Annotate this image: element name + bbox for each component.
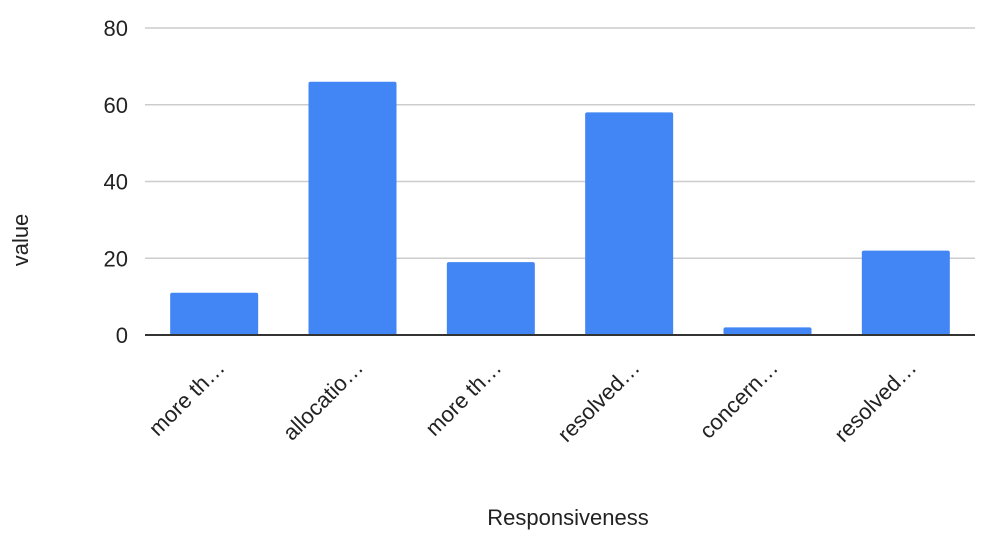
x-tick-label: concern…	[694, 355, 783, 444]
y-tick-label: 20	[104, 246, 128, 271]
y-tick-label: 60	[104, 93, 128, 118]
y-tick-label: 40	[104, 170, 128, 195]
x-axis-title: Responsiveness	[487, 505, 648, 530]
x-tick-label: resolved…	[553, 355, 645, 447]
bar[interactable]	[446, 262, 535, 335]
bar[interactable]	[723, 327, 812, 335]
gridlines	[145, 27, 975, 259]
y-axis-title: value	[8, 214, 33, 267]
bars	[170, 81, 950, 335]
bar[interactable]	[861, 250, 950, 335]
x-tick-label: resolved…	[829, 355, 921, 447]
x-axis-ticks: more th… allocatio… more th… resolved… conce…	[144, 355, 922, 447]
x-tick-label: more th…	[420, 355, 506, 441]
x-tick-label: more th…	[144, 355, 230, 441]
y-tick-label: 80	[104, 16, 128, 41]
x-tick-label: allocatio…	[278, 355, 368, 445]
bar[interactable]	[308, 81, 397, 335]
y-tick-label: 0	[116, 323, 128, 348]
bar[interactable]	[585, 112, 674, 335]
bar[interactable]	[170, 292, 259, 335]
y-axis-ticks: 0 20 40 60 80	[104, 16, 128, 348]
